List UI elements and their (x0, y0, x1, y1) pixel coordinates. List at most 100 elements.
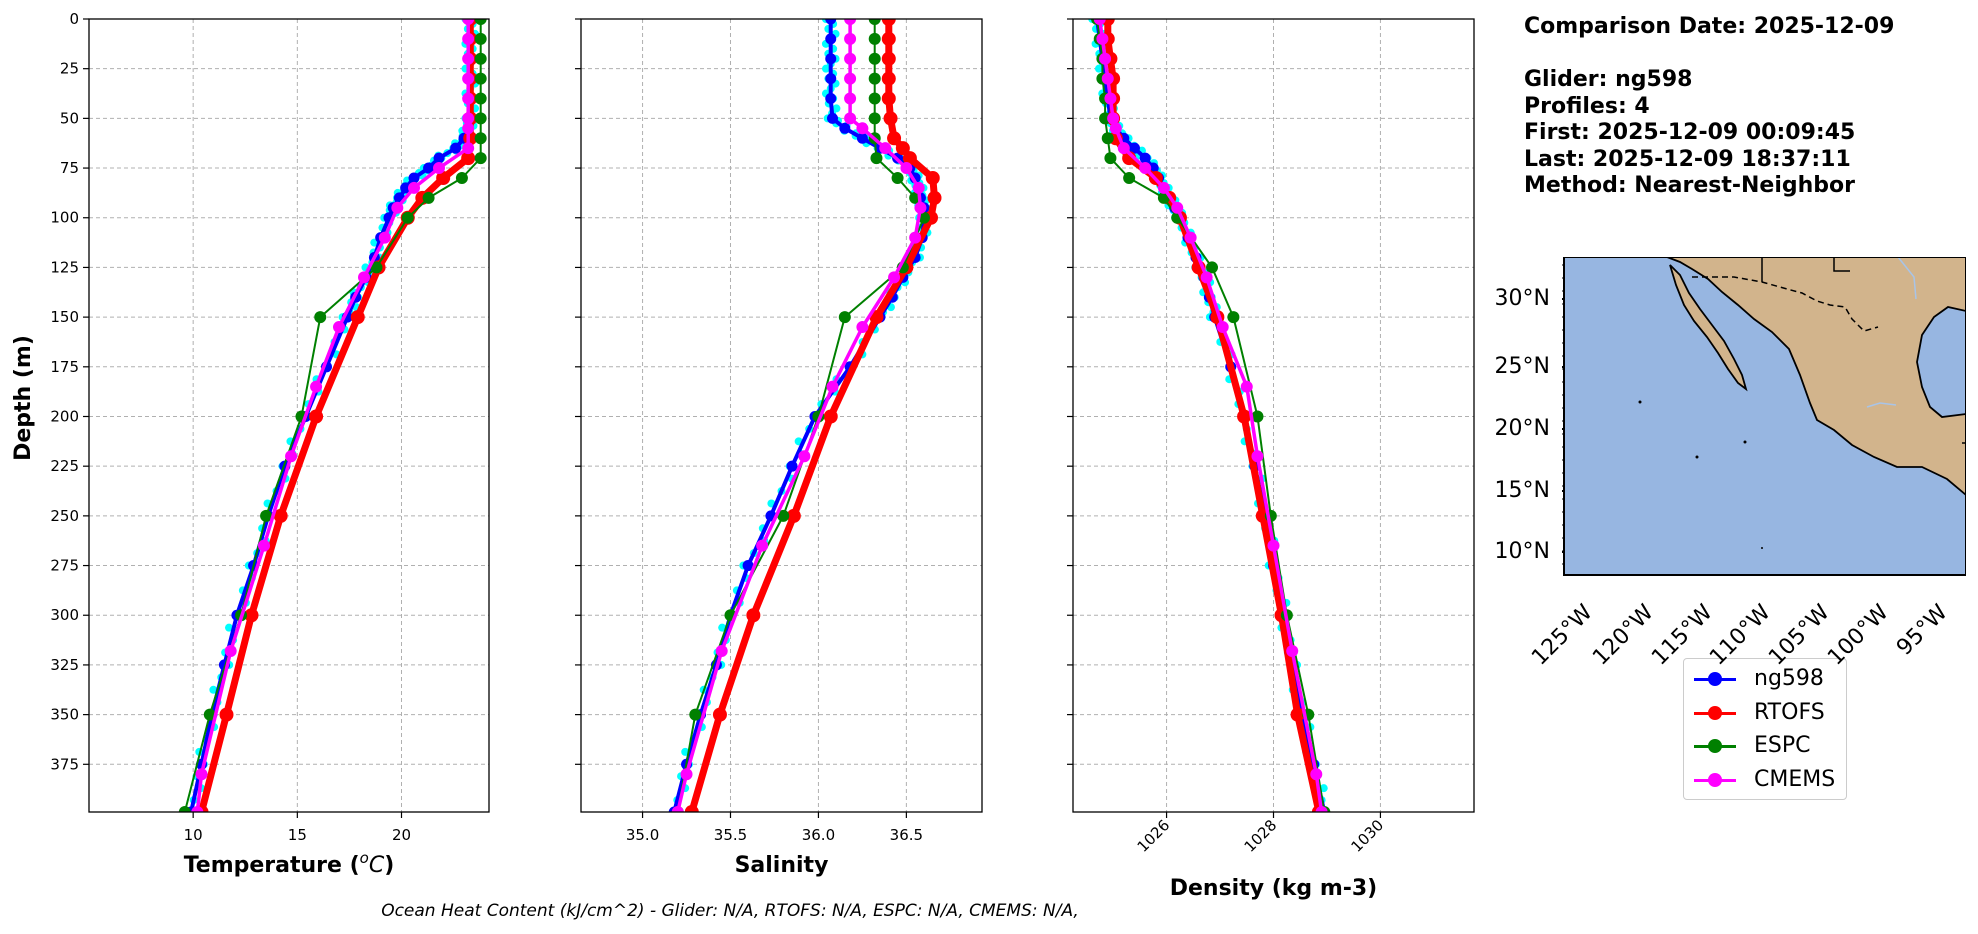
data-point (461, 151, 476, 166)
data-point (1227, 311, 1240, 324)
map-lat-label: 20°N (1494, 416, 1550, 441)
data-point (462, 142, 475, 155)
series-rtofs (1100, 19, 1326, 812)
data-point (825, 53, 837, 65)
panel-frame (88, 18, 490, 813)
data-point (350, 310, 365, 325)
data-point (1200, 271, 1213, 284)
data-point (712, 707, 727, 722)
x-tick-label: 36.5 (890, 826, 923, 844)
data-point (474, 112, 487, 125)
data-point (1240, 380, 1253, 393)
data-point (1206, 261, 1219, 274)
series-line (198, 19, 474, 812)
data-point (195, 768, 208, 781)
data-point (1117, 142, 1130, 155)
data-point (285, 450, 298, 463)
data-point (868, 72, 881, 85)
data-point (825, 73, 837, 85)
data-point (474, 32, 487, 45)
map-lat-label: 25°N (1494, 354, 1550, 379)
data-point (474, 92, 487, 105)
series-line (1097, 19, 1324, 812)
data-point (273, 508, 288, 523)
data-point (925, 170, 940, 185)
x-tick-label: 1028 (1241, 816, 1281, 856)
glider-raw-point (209, 685, 218, 694)
data-point (1157, 181, 1170, 194)
data-point (1093, 19, 1106, 25)
x-tick-label: 1026 (1134, 816, 1174, 856)
panel-frame (580, 18, 983, 813)
data-point (844, 72, 857, 85)
data-point (879, 142, 892, 155)
glider-raw-point (1319, 784, 1328, 793)
data-point (891, 171, 904, 184)
data-point (902, 151, 917, 166)
x-tick-label: 20 (392, 826, 411, 844)
data-point (1099, 52, 1112, 65)
data-point (827, 112, 839, 124)
data-point (914, 201, 927, 214)
data-point (178, 806, 191, 812)
data-point (912, 181, 925, 194)
map-lat-label: 15°N (1494, 478, 1550, 503)
data-point (1310, 768, 1323, 781)
map-lat-label: 30°N (1494, 286, 1550, 311)
data-point (408, 172, 420, 184)
glider-name: Glider: ng598 (1524, 67, 1693, 92)
data-point (378, 231, 391, 244)
data-point (881, 19, 896, 26)
data-point (436, 170, 451, 185)
glider-raw-point (1094, 64, 1103, 73)
data-point (844, 52, 857, 65)
data-point (856, 321, 869, 334)
data-point (474, 132, 487, 145)
series-rtofs (194, 19, 478, 812)
y-axis-label: Depth (m) (11, 335, 36, 461)
glider-location-map (1562, 257, 1966, 576)
data-point (1290, 707, 1305, 722)
x-axis-label: Temperature (oC) (184, 849, 395, 878)
series-line (1104, 19, 1323, 812)
data-point (881, 91, 896, 106)
data-point (881, 51, 896, 66)
interpolation-method: Method: Nearest-Neighbor (1524, 173, 1855, 198)
data-point (400, 182, 412, 194)
data-point (680, 768, 693, 781)
data-point (881, 31, 896, 46)
data-point (823, 409, 838, 424)
data-point (887, 131, 902, 146)
data-point (844, 92, 857, 105)
y-tick-label: 25 (60, 60, 79, 78)
data-point (927, 190, 942, 205)
data-point (1123, 171, 1136, 184)
data-point (883, 111, 898, 126)
data-point (1107, 112, 1120, 125)
glider-raw-point (224, 623, 233, 632)
series-line (672, 19, 926, 812)
data-point (671, 806, 684, 812)
data-point (474, 19, 487, 25)
data-point (856, 132, 868, 144)
data-point (462, 72, 475, 85)
data-point (1104, 152, 1117, 165)
series-espc (178, 19, 487, 812)
data-point (825, 19, 837, 25)
map-lat-label: 10°N (1494, 539, 1550, 564)
legend: ng598 RTOFS ESPC CMEMS (1683, 658, 1847, 800)
data-point (224, 645, 237, 658)
data-point (462, 32, 475, 45)
x-tick-label: 1030 (1348, 816, 1388, 856)
data-point (888, 271, 901, 284)
series-line (195, 19, 470, 812)
glider-raw-point (821, 64, 830, 73)
profile-count: Profiles: 4 (1524, 93, 1650, 119)
data-point (1267, 539, 1280, 552)
x-axis-label: Density (kg m-3) (1170, 876, 1378, 901)
data-point (1101, 132, 1114, 145)
first-profile-time: First: 2025-12-09 00:09:45 (1524, 120, 1856, 145)
series-cmems (1093, 19, 1328, 812)
y-tick-label: 250 (50, 507, 79, 525)
y-tick-label: 200 (50, 407, 79, 425)
